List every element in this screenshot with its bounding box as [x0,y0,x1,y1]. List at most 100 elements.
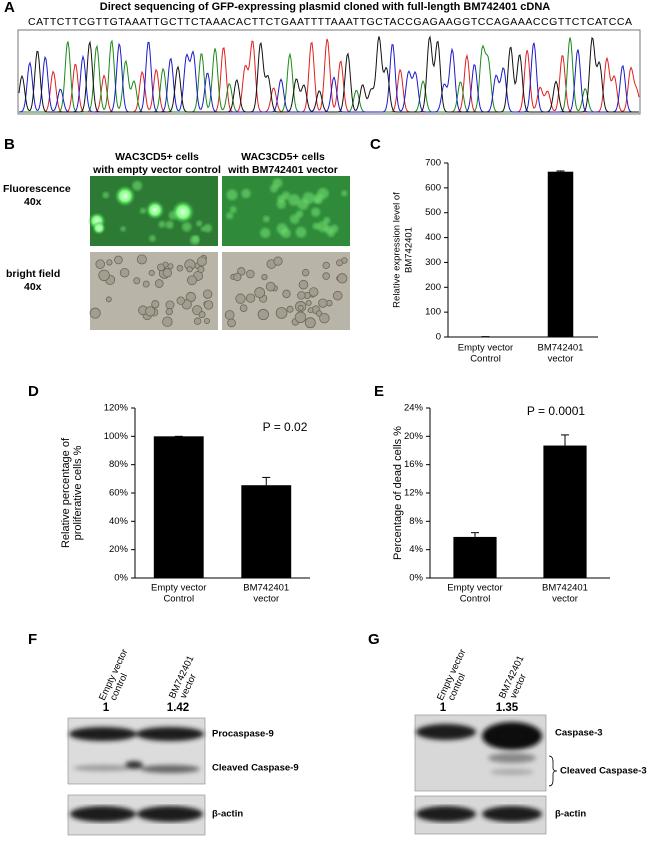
column-header: WAC3CD5+ cells [241,151,325,163]
cell [245,293,256,303]
y-tick-label: 8% [409,516,423,527]
cell [196,220,203,227]
x-tick-label: vector [552,594,578,605]
y-tick-label: 200 [425,282,441,293]
cell [301,268,310,277]
cell [98,269,110,282]
panel-label: G [368,631,380,648]
row-header: Fluorescence [3,183,71,195]
cell [327,229,335,237]
blot-bands [416,722,542,775]
x-tick-label: Control [460,594,491,605]
bar [543,445,587,578]
cell [181,222,192,232]
cell [269,184,279,193]
cell [132,180,143,191]
cell [151,300,160,309]
cell [203,300,214,310]
y-tick-label: 16% [404,459,424,470]
cell [190,235,200,245]
chromatogram-trace [18,41,639,113]
band-label: Procaspase-9 [212,729,274,740]
cell [133,277,141,285]
column-header: WAC3CD5+ cells [115,151,199,163]
row-header: 40x [24,281,42,293]
cell [176,264,184,272]
band-label: Cleaved Caspase-9 [212,763,299,774]
panel-label: F [28,631,37,648]
cell [308,287,319,297]
cell [312,193,324,204]
cell [162,268,173,278]
cell [145,306,156,317]
y-axis-label: Relative expression level of [392,192,403,308]
cell [332,290,343,301]
y-tick-label: 20% [109,544,129,555]
cell [297,304,304,311]
x-tick-label: Empty vector [447,583,502,594]
cell [226,189,238,201]
cell [167,263,174,270]
y-tick-label: 600 [425,182,441,193]
panel-label: D [28,383,39,400]
panel-label: E [374,383,384,400]
cell [136,254,147,265]
cell [319,312,330,324]
cell [286,305,294,313]
row-header: 40x [24,196,42,208]
bar [241,485,292,578]
cell [165,308,173,316]
cell [294,311,307,323]
cell [273,256,283,266]
quantification: 1.42 [167,702,189,714]
cell [154,279,164,288]
cell [281,191,291,200]
cell [237,267,246,276]
x-tick-label: BM742401 [243,583,289,594]
cell [254,287,266,298]
cell [239,304,248,312]
cell [246,269,255,279]
quantification: 1.35 [496,702,519,714]
cell [200,226,206,232]
cell [262,215,270,223]
x-tick-label: Control [470,354,501,365]
cell [157,263,165,272]
micrographs [88,176,350,330]
x-tick-label: BM742401 [538,343,584,354]
column-header: with empty vector control [92,164,221,176]
x-tick-label: Empty vector [458,343,513,354]
cell [304,317,316,329]
cell [203,317,211,325]
y-tick-label: 20% [404,431,424,442]
panel-title: Direct sequencing of GFP-expressing plas… [100,1,551,13]
cell [165,300,175,310]
band-label: Caspase-3 [555,728,603,739]
y-tick-label: 100 [425,307,441,318]
blot-bands [416,806,542,822]
cell [162,316,173,327]
cell [120,226,126,232]
cell [305,299,312,307]
cell [197,265,205,273]
blot-bands [69,727,204,773]
y-tick-label: 60% [109,488,129,499]
cell [276,199,286,209]
cell [298,279,309,290]
y-tick-label: 80% [109,459,129,470]
panel-label: A [4,0,15,16]
cell [226,212,234,220]
cell [265,281,276,292]
cell [186,266,193,273]
bright-cell [171,200,195,224]
cell [148,269,155,277]
cell [323,217,331,225]
row-header: bright field [6,268,60,280]
y-tick-label: 24% [404,403,424,414]
quantification: 1 [103,702,110,714]
cell [95,259,106,269]
cell [297,198,309,210]
annotation: P = 0.02 [263,420,308,434]
cell [318,298,328,308]
cell [275,307,288,319]
